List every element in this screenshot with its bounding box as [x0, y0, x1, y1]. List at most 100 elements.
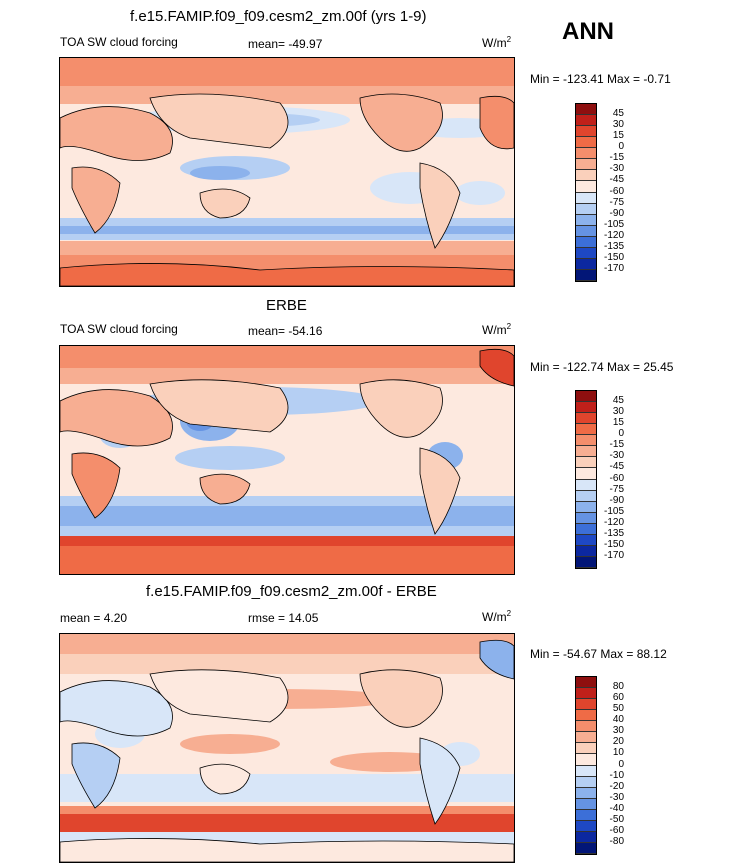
- colorbar-tick-label: -30: [609, 163, 624, 175]
- colorbar-swatch: [576, 512, 596, 524]
- colorbar-swatch: [576, 479, 596, 491]
- colorbar-tick-label: 50: [612, 703, 624, 715]
- colorbar-swatch: [576, 402, 596, 414]
- colorbar-swatch: [576, 225, 596, 237]
- colorbar-tick-label: -75: [609, 196, 624, 208]
- colorbar-swatch: [576, 115, 596, 127]
- colorbar-swatch: [576, 754, 596, 766]
- colorbar-swatch: [576, 159, 596, 171]
- colorbar-swatch: [576, 831, 596, 843]
- colorbar-tick-label: 15: [612, 130, 624, 142]
- colorbar-tick-label: 0: [618, 428, 624, 440]
- panel1-colorbar: [575, 103, 597, 282]
- panel2-colorbar: [575, 390, 597, 569]
- colorbar-tick-label: 60: [612, 692, 624, 704]
- colorbar-tick-label: 45: [612, 395, 624, 407]
- panel3-minmax: Min = -54.67 Max = 88.12: [530, 647, 667, 661]
- panel1-units: W/m2: [482, 35, 512, 50]
- colorbar-tick-label: 80: [612, 681, 624, 693]
- panel3-colorbar: [575, 676, 597, 855]
- colorbar-swatch: [576, 765, 596, 777]
- panel2-minmax: Min = -122.74 Max = 25.45: [530, 360, 674, 374]
- colorbar-swatch: [576, 809, 596, 821]
- colorbar-tick-label: -135: [603, 527, 624, 539]
- colorbar-tick-label: -20: [609, 780, 624, 792]
- colorbar-swatch: [576, 148, 596, 160]
- panel2-units: W/m2: [482, 322, 512, 337]
- panel2-title: ERBE: [266, 297, 307, 314]
- colorbar-swatch: [576, 457, 596, 469]
- colorbar-swatch: [576, 269, 596, 281]
- colorbar-tick-label: -30: [609, 450, 624, 462]
- colorbar-tick-label: -60: [609, 472, 624, 484]
- panel1-colorbar-labels: 45 30 15 0 -15 -30 -45 -60 -75 -90 -105 -120 -135 -15…: [596, 103, 624, 280]
- panel3-units: W/m2: [482, 609, 512, 624]
- panel2-map: [59, 345, 515, 575]
- colorbar-tick-label: -40: [609, 802, 624, 814]
- colorbar-swatch: [576, 545, 596, 557]
- colorbar-swatch: [576, 787, 596, 799]
- colorbar-tick-label: -50: [609, 813, 624, 825]
- colorbar-tick-label: -150: [603, 251, 624, 263]
- panel1-variable-label: TOA SW cloud forcing: [60, 35, 178, 49]
- colorbar-swatch: [576, 677, 596, 689]
- colorbar-tick-label: -170: [603, 549, 624, 561]
- colorbar-swatch: [576, 732, 596, 744]
- colorbar-swatch: [576, 710, 596, 722]
- colorbar-tick-label: -10: [609, 769, 624, 781]
- colorbar-swatch: [576, 192, 596, 204]
- colorbar-swatch: [576, 203, 596, 215]
- colorbar-swatch: [576, 743, 596, 755]
- colorbar-swatch: [576, 501, 596, 513]
- colorbar-tick-label: 0: [618, 141, 624, 153]
- panel1-mean: mean= -49.97: [248, 37, 323, 51]
- colorbar-tick-label: -170: [603, 262, 624, 274]
- colorbar-swatch: [576, 798, 596, 810]
- colorbar-swatch: [576, 258, 596, 270]
- colorbar-tick-label: -75: [609, 483, 624, 495]
- colorbar-swatch: [576, 126, 596, 138]
- panel1-title: f.e15.FAMIP.f09_f09.cesm2_zm.00f (yrs 1-…: [130, 8, 427, 25]
- colorbar-swatch: [576, 468, 596, 480]
- colorbar-tick-label: 30: [612, 119, 624, 131]
- panel2-variable-label: TOA SW cloud forcing: [60, 322, 178, 336]
- colorbar-tick-label: 15: [612, 417, 624, 429]
- colorbar-tick-label: -45: [609, 461, 624, 473]
- panel3-rmse: rmse = 14.05: [248, 611, 319, 625]
- colorbar-tick-label: 45: [612, 108, 624, 120]
- colorbar-swatch: [576, 137, 596, 149]
- colorbar-swatch: [576, 170, 596, 182]
- colorbar-tick-label: -135: [603, 240, 624, 252]
- panel3-mean: mean = 4.20: [60, 611, 128, 625]
- colorbar-swatch: [576, 247, 596, 259]
- panel1-minmax: Min = -123.41 Max = -0.71: [530, 72, 671, 86]
- colorbar-tick-label: 30: [612, 725, 624, 737]
- colorbar-tick-label: -150: [603, 538, 624, 550]
- colorbar-swatch: [576, 842, 596, 854]
- panel3-map: [59, 633, 515, 863]
- panel3-colorbar-labels: 80 60 50 40 30 20 10 0 -10 -20 -30 -40 -50 -60 -80: [596, 676, 624, 853]
- colorbar-swatch: [576, 534, 596, 546]
- colorbar-swatch: [576, 490, 596, 502]
- colorbar-swatch: [576, 236, 596, 248]
- colorbar-swatch: [576, 424, 596, 436]
- colorbar-tick-label: -15: [609, 439, 624, 451]
- colorbar-tick-label: -60: [609, 185, 624, 197]
- colorbar-swatch: [576, 556, 596, 568]
- colorbar-swatch: [576, 413, 596, 425]
- panel2-mean: mean= -54.16: [248, 324, 323, 338]
- colorbar-tick-label: -120: [603, 229, 624, 241]
- colorbar-swatch: [576, 435, 596, 447]
- colorbar-tick-label: -90: [609, 494, 624, 506]
- colorbar-swatch: [576, 699, 596, 711]
- colorbar-tick-label: -90: [609, 207, 624, 219]
- colorbar-swatch: [576, 688, 596, 700]
- colorbar-swatch: [576, 721, 596, 733]
- colorbar-tick-label: -60: [609, 824, 624, 836]
- colorbar-swatch: [576, 523, 596, 535]
- panel2-colorbar-labels: 45 30 15 0 -15 -30 -45 -60 -75 -90 -105 -120 -135 -15…: [596, 390, 624, 567]
- colorbar-tick-label: -15: [609, 152, 624, 164]
- colorbar-tick-label: 20: [612, 736, 624, 748]
- colorbar-swatch: [576, 181, 596, 193]
- colorbar-swatch: [576, 104, 596, 116]
